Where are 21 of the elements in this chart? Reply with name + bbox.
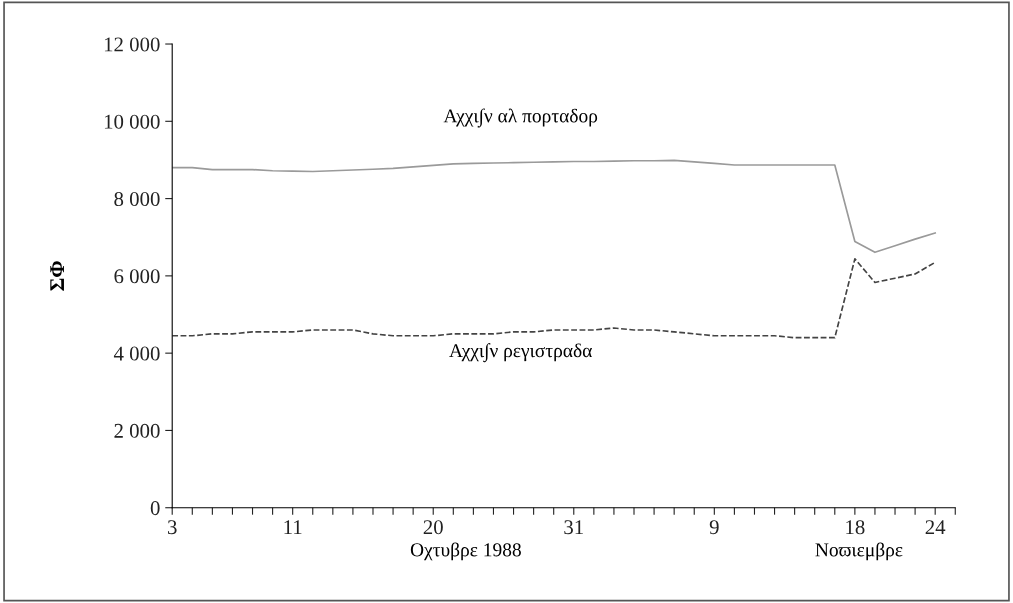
y-tick-label: 4 000 bbox=[113, 346, 160, 361]
y-tick-label: 10 000 bbox=[104, 114, 160, 129]
x-tick-label: 3 bbox=[168, 520, 177, 535]
y-tick-label: 2 000 bbox=[114, 423, 160, 438]
x-axis-title: Οχτυβρε 1988 bbox=[410, 542, 521, 561]
x-tick-label: 20 bbox=[423, 520, 443, 535]
text: Νοϖιεμβρε bbox=[815, 542, 903, 561]
line-series bbox=[172, 159, 937, 254]
x-tick-label: 9 bbox=[709, 520, 719, 535]
line-series bbox=[172, 258, 937, 339]
y-tick-label: 0 bbox=[150, 501, 160, 516]
x-tick-label: 31 bbox=[564, 520, 583, 535]
y-axis-title: ΣΦ bbox=[50, 261, 64, 291]
y-tick-label: 8 000 bbox=[114, 191, 160, 207]
annotation: Αχχι∫ν αλ πορταδορ bbox=[443, 108, 598, 128]
annotation: Αχχι∫ν ρεγιστραδα bbox=[449, 343, 592, 363]
y-tick-label: 6 000 bbox=[114, 269, 160, 284]
x-tick-label: 18 bbox=[846, 520, 865, 535]
y-tick-label: 12 000 bbox=[104, 37, 160, 52]
x-tick-label: 24 bbox=[925, 520, 946, 534]
x-tick-label: 11 bbox=[284, 520, 302, 534]
